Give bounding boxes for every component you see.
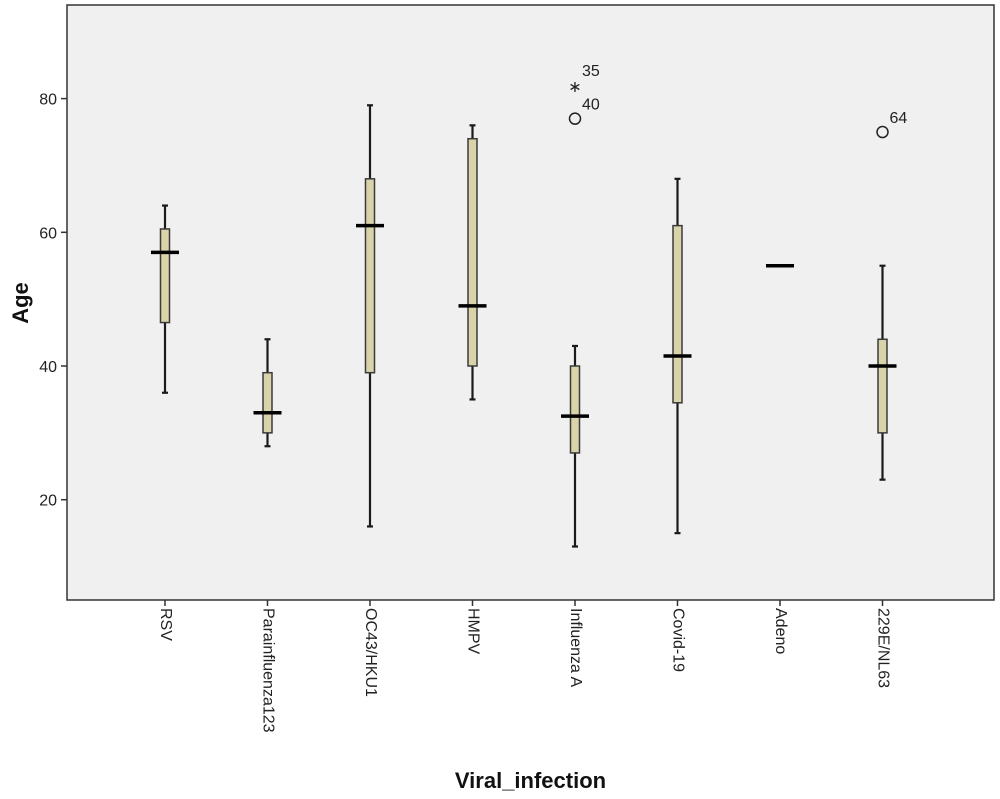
box-oc43-hku1 <box>356 104 384 528</box>
box-rsv <box>151 204 179 394</box>
x-tick-label: Covid-19 <box>669 608 686 672</box>
box-parainfluenza123 <box>253 338 282 448</box>
chart-axes: 20 40 60 80 RSV Parainfluenza123 OC43/HKU1 HMPV… <box>39 92 891 733</box>
iqr-box <box>672 224 683 404</box>
outlier-circle <box>568 112 582 125</box>
x-tick-label: OC43/HKU1 <box>362 608 379 697</box>
iqr-box <box>467 137 478 367</box>
outlier-label: 64 <box>890 110 908 127</box>
box-covid-19 <box>663 177 692 535</box>
x-tick-label: Influenza A <box>567 608 584 688</box>
y-tick-label: 80 <box>39 92 57 109</box>
y-axis-title: Age <box>8 282 33 324</box>
y-tick-label: 60 <box>39 225 57 242</box>
plot-area <box>66 4 995 601</box>
chart-marks: ∗35 40 64 <box>151 63 908 548</box>
outlier-label: 35 <box>582 63 600 80</box>
iqr-box <box>159 228 171 324</box>
iqr-box <box>877 338 888 434</box>
x-tick-label: RSV <box>157 608 174 641</box>
iqr-box <box>569 365 581 454</box>
y-tick-label: 20 <box>39 493 57 510</box>
x-tick-label: HMPV <box>464 608 481 655</box>
x-axis-title: Viral_infection <box>455 768 606 793</box>
outlier-star: ∗ <box>568 79 581 96</box>
y-tick-label: 40 <box>39 359 57 376</box>
x-tick-label: 229E/NL63 <box>874 608 891 688</box>
box-229e-nl63: 64 <box>868 110 908 481</box>
x-tick-label: Parainfluenza123 <box>259 608 276 733</box>
outlier-label: 40 <box>582 97 600 114</box>
box-hmpv <box>458 124 487 401</box>
x-tick-label: Adeno <box>772 608 789 654</box>
outlier-circle <box>876 125 889 139</box>
iqr-box <box>364 178 376 374</box>
box-influenza-a: ∗35 40 <box>561 63 600 548</box>
iqr-box <box>262 371 273 434</box>
